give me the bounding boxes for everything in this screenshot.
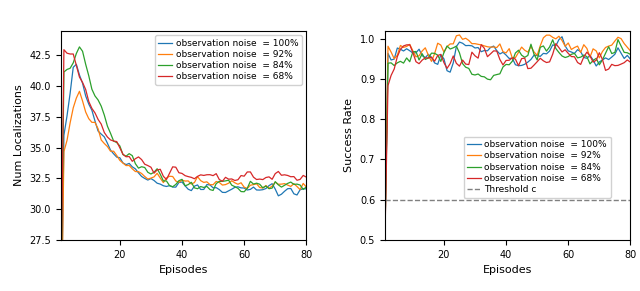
observation noise  = 100% [206,183,214,187]
observation noise  = 100% [209,186,217,189]
observation noise  = 68% [602,69,609,72]
observation noise  = 100% [549,43,557,47]
observation noise  = 84% [76,45,83,49]
observation noise  = 68% [303,175,310,179]
observation noise  = 68% [228,177,236,181]
observation noise  = 92% [627,49,634,53]
observation noise  = 100% [303,187,310,191]
observation noise  = 84% [209,189,217,192]
observation noise  = 68% [381,238,388,242]
observation noise  = 92% [602,46,609,49]
observation noise  = 92% [456,33,463,37]
observation noise  = 92% [303,185,310,189]
observation noise  = 68% [278,173,285,177]
observation noise  = 100% [627,57,634,61]
observation noise  = 92% [552,37,559,41]
Y-axis label: Success Rate: Success Rate [344,98,354,172]
observation noise  = 92% [169,175,177,178]
observation noise  = 68% [552,42,559,45]
observation noise  = 84% [598,58,606,62]
observation noise  = 84% [527,42,535,46]
observation noise  = 100% [72,63,80,66]
observation noise  = 68% [206,173,214,176]
observation noise  = 100% [169,185,177,189]
Line: observation noise  = 68%: observation noise = 68% [61,50,307,291]
observation noise  = 84% [169,185,177,189]
observation noise  = 92% [533,54,541,57]
Line: observation noise  = 84%: observation noise = 84% [61,47,307,291]
observation noise  = 92% [530,50,538,54]
observation noise  = 92% [493,46,500,49]
observation noise  = 84% [278,185,285,189]
observation noise  = 100% [490,44,497,48]
observation noise  = 68% [60,48,68,52]
Line: observation noise  = 68%: observation noise = 68% [385,44,630,240]
observation noise  = 100% [540,52,547,55]
observation noise  = 84% [627,53,634,56]
Legend: observation noise  = 100%, observation noise  = 92%, observation noise  = 84%, o: observation noise = 100%, observation no… [463,136,611,198]
observation noise  = 92% [76,90,83,93]
observation noise  = 84% [490,74,497,77]
Line: observation noise  = 100%: observation noise = 100% [61,64,307,291]
observation noise  = 68% [540,59,547,63]
observation noise  = 84% [540,44,547,48]
Legend: observation noise  = 100%, observation noise  = 92%, observation noise  = 84%, o: observation noise = 100%, observation no… [155,35,302,85]
Line: observation noise  = 92%: observation noise = 92% [385,35,630,240]
observation noise  = 84% [206,188,214,191]
observation noise  = 84% [549,38,557,42]
observation noise  = 100% [381,238,388,242]
observation noise  = 92% [278,182,285,186]
Line: observation noise  = 84%: observation noise = 84% [385,40,630,240]
observation noise  = 68% [627,61,634,64]
observation noise  = 100% [228,187,236,191]
observation noise  = 84% [303,185,310,189]
observation noise  = 100% [219,191,227,194]
observation noise  = 84% [614,38,622,41]
observation noise  = 100% [530,53,538,57]
Line: observation noise  = 100%: observation noise = 100% [385,37,630,240]
observation noise  = 92% [381,238,388,242]
Y-axis label: Num Localizations: Num Localizations [14,84,24,186]
observation noise  = 68% [530,63,538,67]
observation noise  = 92% [228,179,236,182]
X-axis label: Episodes: Episodes [159,265,208,275]
observation noise  = 100% [527,58,535,61]
Threshold c [378,198,386,202]
observation noise  = 84% [228,183,236,187]
observation noise  = 68% [169,165,177,168]
observation noise  = 100% [602,56,609,60]
Threshold c [381,198,388,202]
observation noise  = 68% [549,52,557,56]
observation noise  = 92% [543,33,550,37]
Line: observation noise  = 92%: observation noise = 92% [61,91,307,291]
observation noise  = 68% [209,174,217,178]
observation noise  = 68% [490,49,497,53]
observation noise  = 92% [219,183,227,187]
observation noise  = 100% [278,192,285,196]
observation noise  = 84% [530,53,538,56]
observation noise  = 92% [209,183,217,187]
observation noise  = 100% [558,35,566,38]
X-axis label: Episodes: Episodes [483,265,532,275]
observation noise  = 84% [381,238,388,242]
observation noise  = 84% [219,180,227,183]
observation noise  = 68% [527,66,535,70]
observation noise  = 92% [206,183,214,187]
observation noise  = 68% [219,180,227,183]
